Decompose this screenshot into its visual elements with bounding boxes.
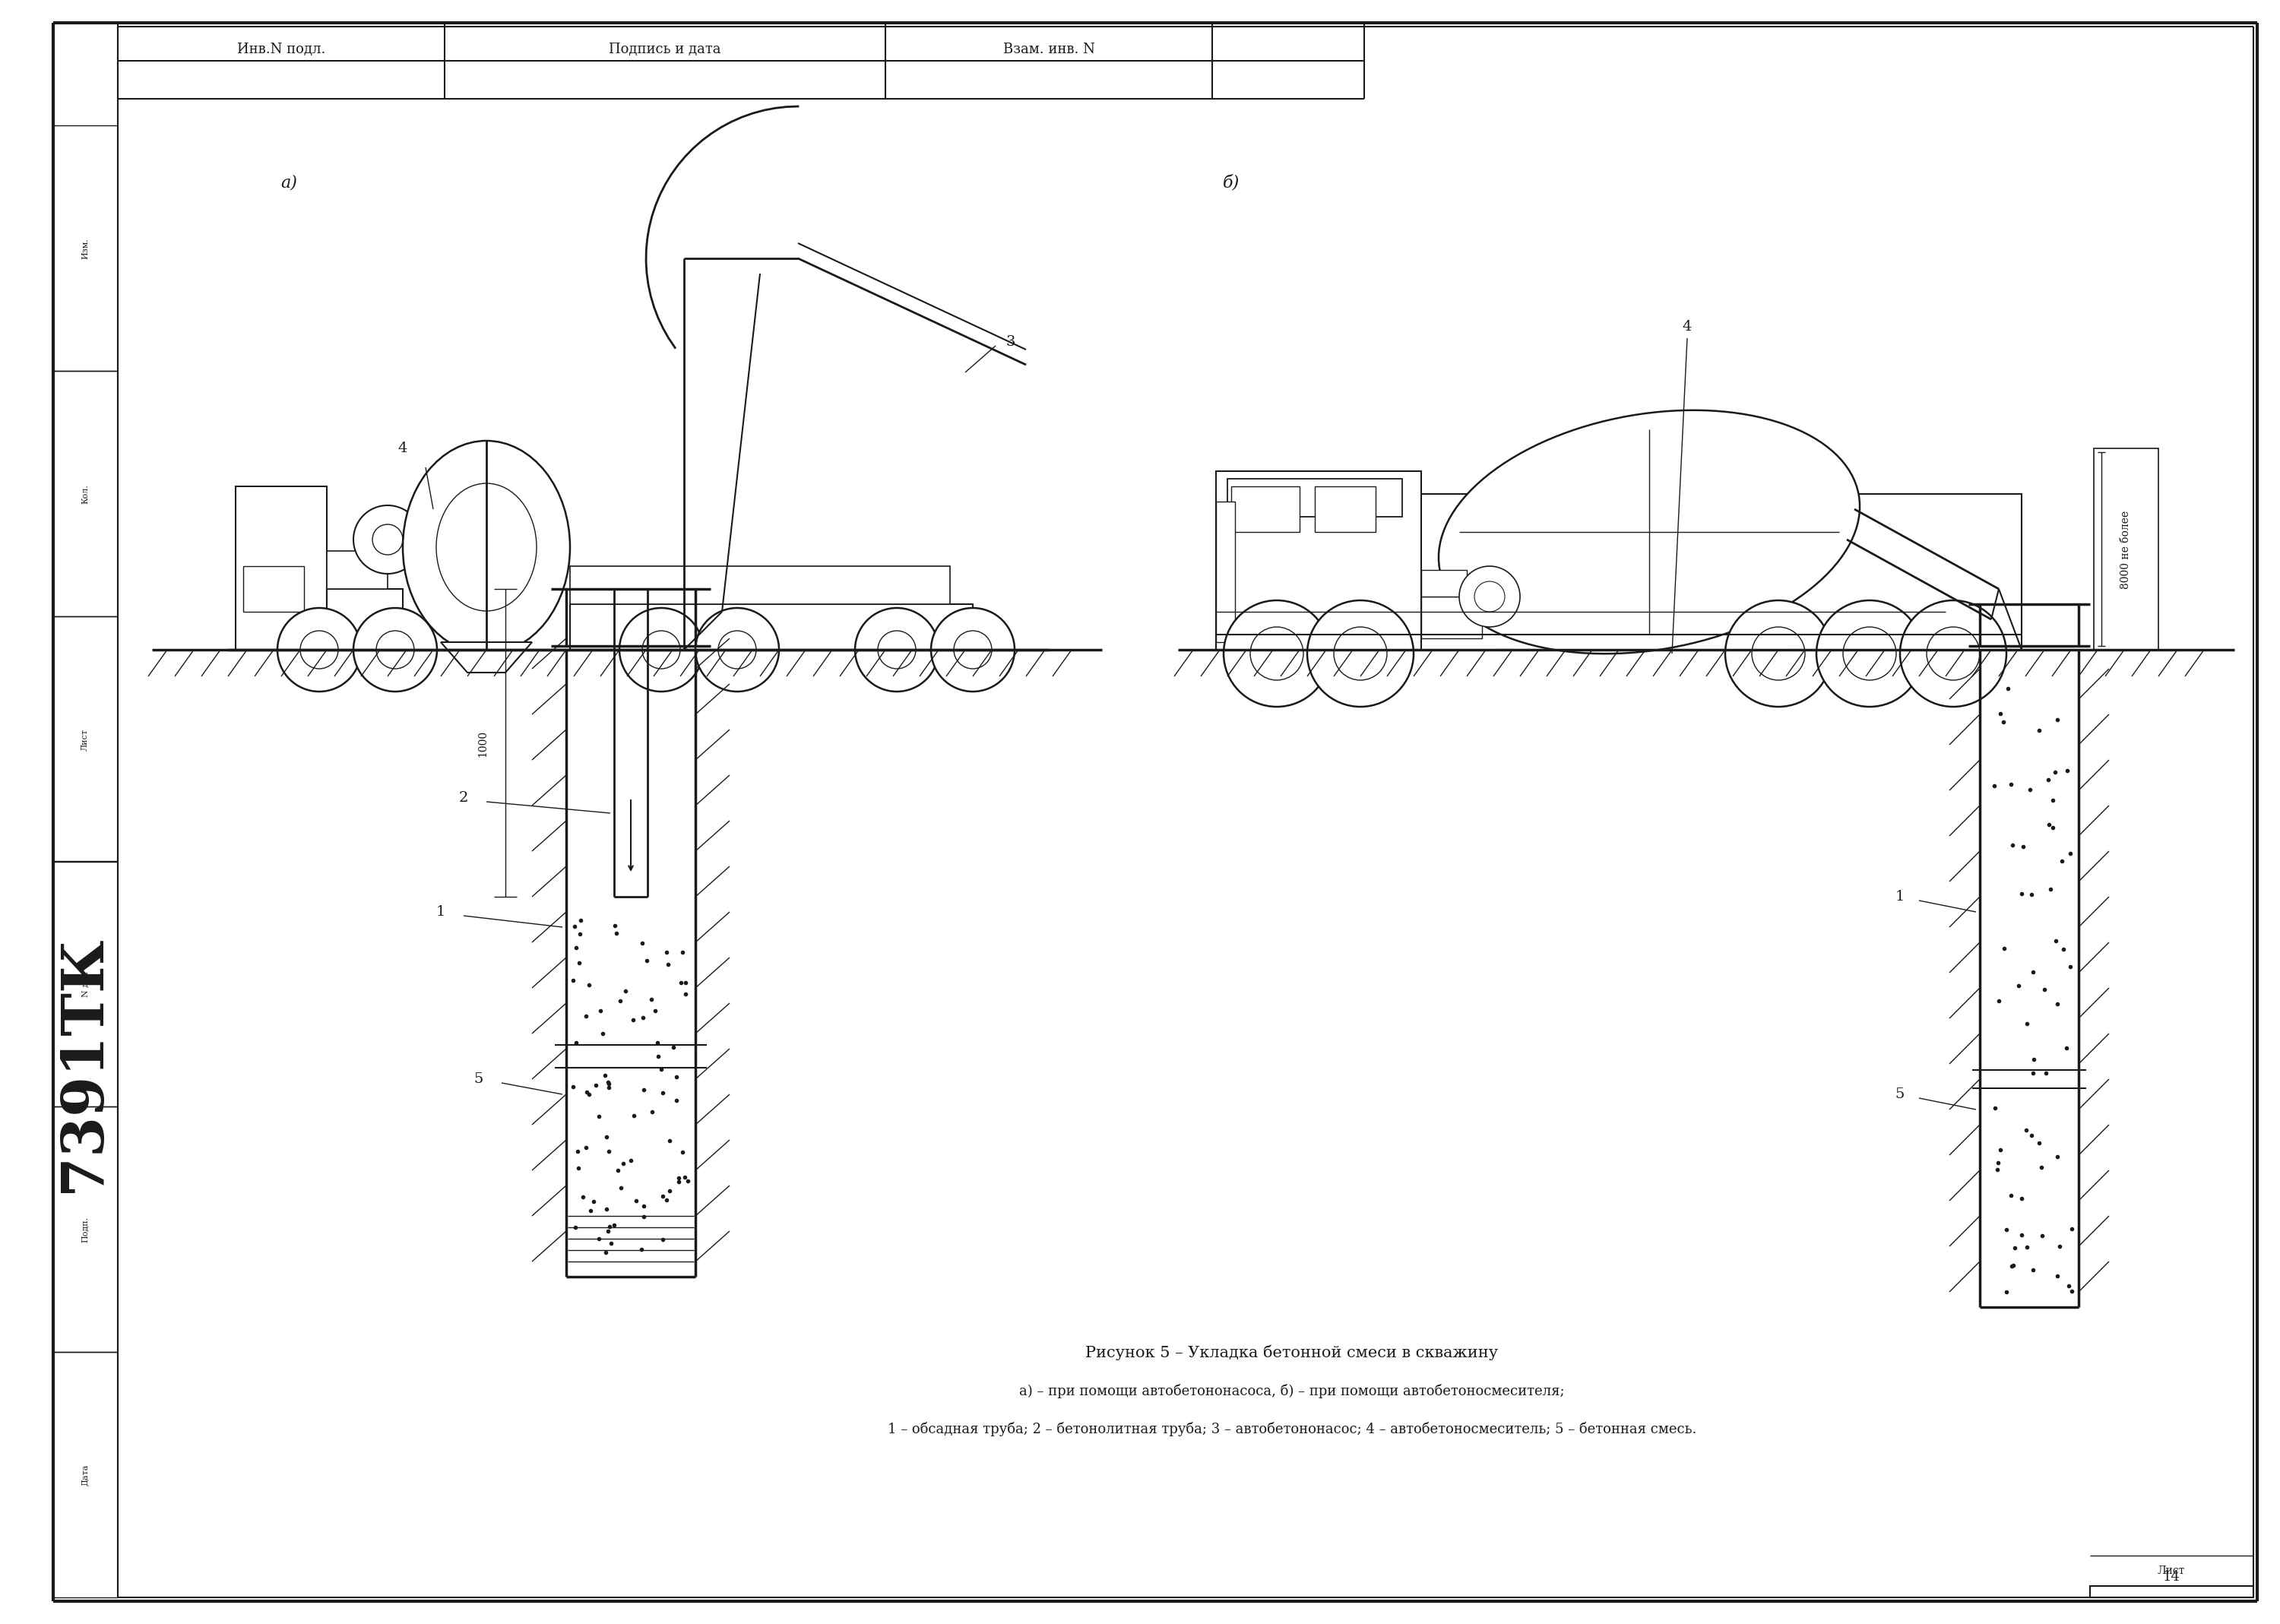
Bar: [1420, 570, 1466, 596]
Text: а): а): [280, 174, 296, 190]
Circle shape: [1475, 581, 1505, 612]
Bar: [1227, 479, 1402, 516]
Circle shape: [376, 630, 415, 669]
Circle shape: [278, 607, 360, 692]
Bar: [2093, 448, 2159, 650]
Text: Рисунок 5 – Укладка бетонной смеси в скважину: Рисунок 5 – Укладка бетонной смеси в скв…: [1085, 1345, 1498, 1361]
Circle shape: [1842, 627, 1897, 680]
Ellipse shape: [1439, 411, 1860, 654]
Text: 3: 3: [1005, 335, 1015, 349]
Circle shape: [1817, 601, 1922, 706]
Circle shape: [643, 630, 679, 669]
Circle shape: [1751, 627, 1806, 680]
Text: Инв.N подл.: Инв.N подл.: [237, 42, 326, 57]
Bar: [1316, 486, 1375, 533]
Text: 7391ТК: 7391ТК: [55, 935, 112, 1192]
Ellipse shape: [435, 484, 536, 611]
Text: 14: 14: [2164, 1570, 2180, 1583]
Text: Кол.: Кол.: [82, 484, 89, 503]
Circle shape: [718, 630, 757, 669]
Circle shape: [1306, 601, 1414, 706]
Text: Дата: Дата: [82, 1465, 89, 1486]
Bar: [1215, 494, 2022, 650]
Circle shape: [855, 607, 939, 692]
Text: 5: 5: [474, 1072, 483, 1086]
Polygon shape: [440, 641, 531, 672]
Bar: [244, 567, 303, 612]
Text: б): б): [1222, 174, 1240, 190]
Bar: [570, 567, 951, 604]
Bar: [326, 590, 404, 650]
Bar: [235, 486, 326, 650]
Text: Взам. инв. N: Взам. инв. N: [1003, 42, 1094, 57]
Circle shape: [695, 607, 780, 692]
Bar: [326, 551, 388, 590]
Circle shape: [353, 607, 438, 692]
Circle shape: [353, 505, 422, 573]
Text: Подпись и дата: Подпись и дата: [609, 42, 720, 57]
Bar: [1215, 502, 1236, 641]
Bar: [1215, 471, 1420, 650]
Circle shape: [372, 525, 404, 555]
Text: Лист: Лист: [2157, 1566, 2184, 1577]
Circle shape: [878, 630, 917, 669]
Text: а) – при помощи автобетононасоса, б) – при помощи автобетоносмесителя;: а) – при помощи автобетононасоса, б) – п…: [1019, 1384, 1564, 1398]
Text: 1000: 1000: [477, 729, 488, 757]
Text: 5: 5: [1895, 1088, 1904, 1101]
Text: Подп.: Подп.: [82, 1216, 89, 1242]
Bar: [1420, 596, 1482, 638]
Ellipse shape: [404, 440, 570, 653]
Text: 4: 4: [399, 442, 408, 455]
Circle shape: [1334, 627, 1386, 680]
Text: 4: 4: [1683, 320, 1692, 333]
Text: 2: 2: [458, 791, 467, 806]
Bar: [570, 604, 974, 650]
Circle shape: [953, 630, 992, 669]
Circle shape: [1927, 627, 1979, 680]
Circle shape: [930, 607, 1015, 692]
Bar: [1231, 486, 1300, 533]
Circle shape: [1726, 601, 1831, 706]
Circle shape: [620, 607, 702, 692]
Text: 1: 1: [1895, 890, 1904, 903]
Text: Изм.: Изм.: [82, 239, 89, 260]
Text: 1: 1: [435, 905, 445, 919]
Text: Лист: Лист: [82, 729, 89, 750]
Circle shape: [1224, 601, 1329, 706]
Circle shape: [1459, 567, 1521, 627]
Text: N док: N док: [82, 971, 89, 997]
Text: 8000 не более: 8000 не более: [2120, 510, 2132, 588]
Bar: [2091, 1587, 2253, 1598]
Circle shape: [301, 630, 337, 669]
Circle shape: [1899, 601, 2006, 706]
Text: 1 – обсадная труба; 2 – бетонолитная труба; 3 – автобетононасос; 4 – автобетонос: 1 – обсадная труба; 2 – бетонолитная тру…: [887, 1421, 1696, 1436]
Circle shape: [1249, 627, 1304, 680]
